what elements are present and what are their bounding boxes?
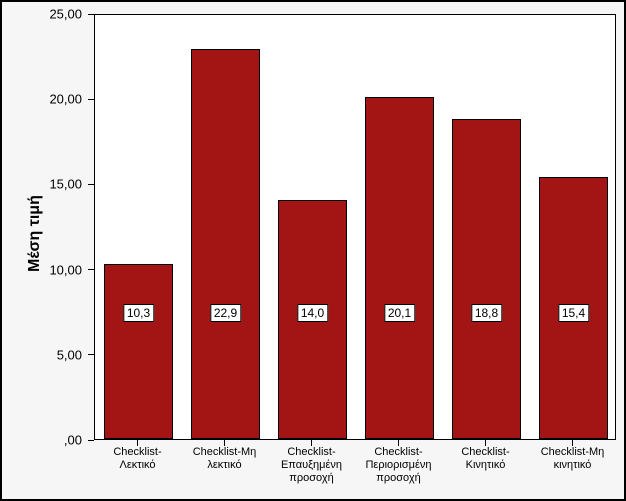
- ytick-label: 20,00: [49, 92, 82, 107]
- bar: [365, 97, 435, 440]
- ytick-mark: [88, 269, 94, 270]
- bar-value-label: 18,8: [471, 304, 502, 322]
- plot-area: 10,3 22,9 14,0 20,1 18,8 15,4: [94, 14, 616, 440]
- bar-value-label: 10,3: [123, 304, 154, 322]
- xtick-label: Checklist-Κινητικό: [442, 446, 529, 472]
- ytick-mark: [88, 440, 94, 441]
- bar: [191, 49, 261, 439]
- bars-layer: 10,3 22,9 14,0 20,1 18,8 15,4: [95, 15, 615, 439]
- ytick-mark: [88, 14, 94, 15]
- xtick-label: Checklist-Μηλεκτικό: [181, 446, 268, 472]
- ytick-mark: [88, 354, 94, 355]
- bar-value-label: 22,9: [210, 304, 241, 322]
- xtick-label: Checklist-Περιορισμένηπροσοχή: [355, 446, 442, 486]
- bar: [452, 119, 522, 439]
- xtick-label: Checklist-Μηκινητικό: [529, 446, 616, 472]
- bar-chart: Μέση τιμή 10,3 22,9 14,0 20,1 18,8 15,4 ,00 5,…: [0, 0, 626, 501]
- ytick-label: 15,00: [49, 177, 82, 192]
- ytick-mark: [88, 99, 94, 100]
- ytick-label: ,00: [64, 433, 82, 448]
- bar-value-label: 14,0: [297, 304, 328, 322]
- ytick-label: 25,00: [49, 7, 82, 22]
- bar: [104, 264, 174, 440]
- xtick-label: Checklist-Επαυξημένηπροσοχή: [268, 446, 355, 486]
- bar-value-label: 15,4: [558, 304, 589, 322]
- bar-value-label: 20,1: [384, 304, 415, 322]
- ytick-label: 10,00: [49, 262, 82, 277]
- y-axis-label: Μέση τιμή: [26, 195, 44, 272]
- xtick-label: Checklist-Λεκτικό: [94, 446, 181, 472]
- ytick-label: 5,00: [57, 347, 82, 362]
- ytick-mark: [88, 184, 94, 185]
